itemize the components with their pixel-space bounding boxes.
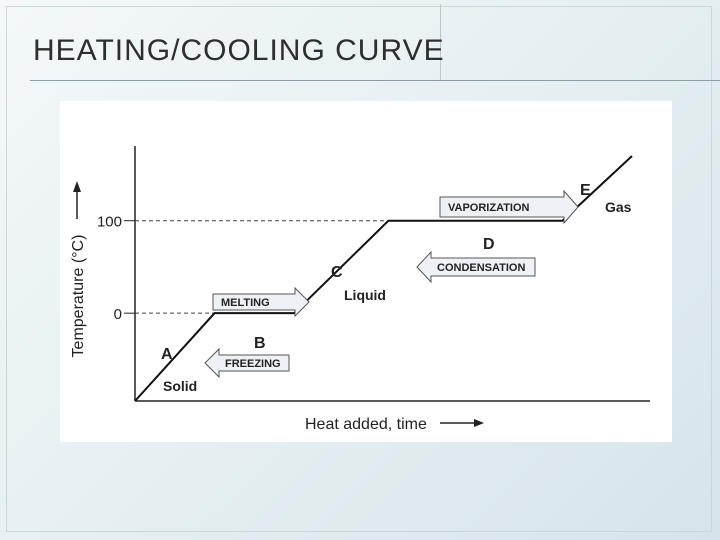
phase-label-solid: Solid bbox=[163, 378, 197, 394]
heating-cooling-chart: MELTINGFREEZINGVAPORIZATIONCONDENSATION … bbox=[70, 146, 650, 433]
x-axis-label-arrowhead bbox=[474, 419, 484, 427]
condensation-label: CONDENSATION bbox=[437, 262, 525, 274]
segment-letter-e: E bbox=[580, 182, 591, 199]
segment-letter-b: B bbox=[254, 335, 266, 352]
freezing-label: FREEZING bbox=[225, 358, 281, 370]
y-axis-label-arrowhead bbox=[73, 181, 81, 192]
melting-arrow bbox=[212, 286, 310, 318]
y-tick-label: 0 bbox=[114, 306, 122, 323]
title-underline bbox=[30, 80, 720, 81]
segment-letter-a: A bbox=[161, 346, 173, 363]
freezing-arrow bbox=[204, 347, 290, 379]
segment-letter-d: D bbox=[483, 236, 495, 253]
axes-layer bbox=[124, 146, 650, 402]
vaporization-arrow bbox=[439, 189, 579, 225]
x-axis-label: Heat added, time bbox=[305, 416, 427, 433]
slide-frame bbox=[6, 6, 712, 532]
phase-label-liquid: Liquid bbox=[344, 287, 386, 303]
segment-letter-c: C bbox=[331, 264, 343, 281]
melting-label: MELTING bbox=[221, 297, 270, 309]
vaporization-label: VAPORIZATION bbox=[448, 202, 530, 214]
annotations-layer: MELTING FREEZING VAPORIZATION CONDENSATION bbox=[204, 189, 579, 379]
y-axis-label: Temperature (°C) bbox=[70, 235, 87, 358]
title-divider-vertical bbox=[440, 4, 441, 80]
reference-lines bbox=[135, 220, 389, 314]
slide-title: HEATING/COOLING CURVE bbox=[33, 34, 445, 67]
y-tick-label: 100 bbox=[97, 214, 122, 231]
condensation-arrow bbox=[416, 250, 536, 284]
phase-label-gas: Gas bbox=[605, 199, 632, 215]
labels-layer: 0 100 Heat added, time Temperature (°C) A Sol… bbox=[70, 181, 632, 433]
chart-panel: MELTING FREEZING VAPORIZATION CONDENSATION … bbox=[60, 101, 672, 442]
